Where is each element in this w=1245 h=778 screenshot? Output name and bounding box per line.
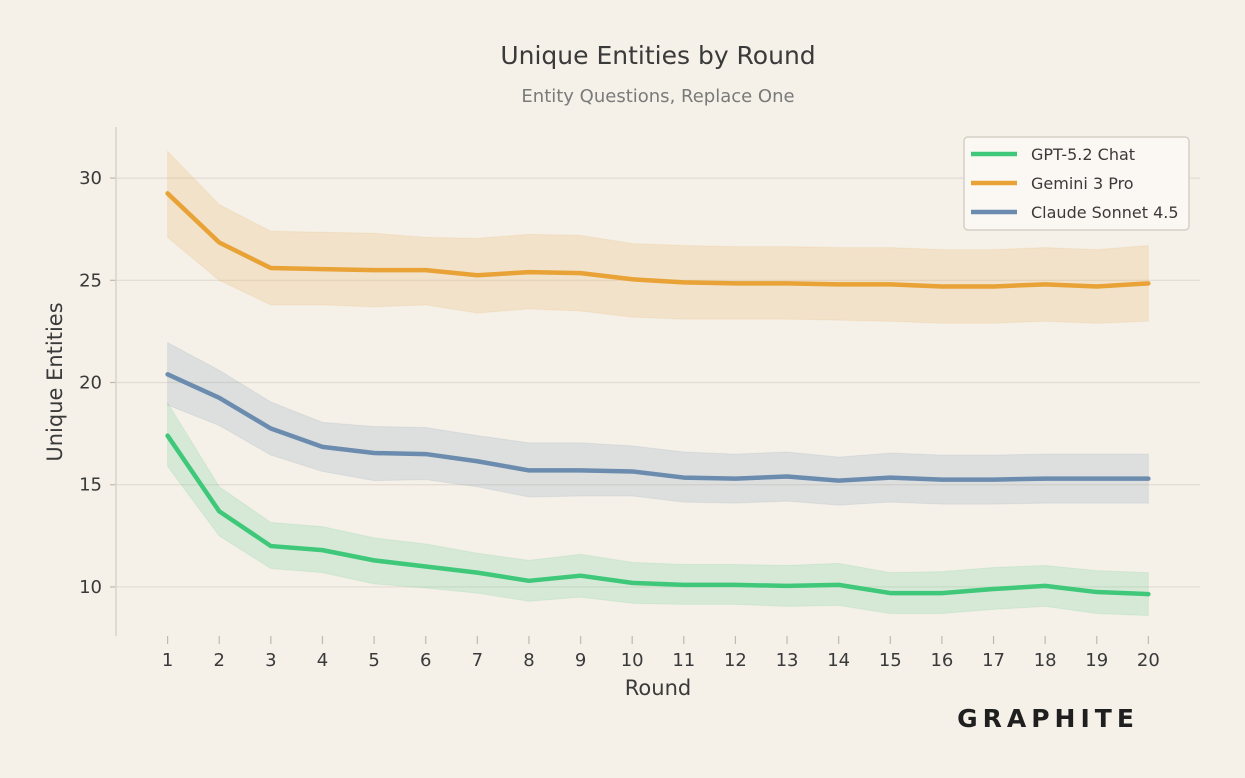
band-series-1 <box>167 150 1149 324</box>
series-lines <box>165 191 1151 597</box>
line-series-1 <box>165 191 1151 289</box>
x-tick-label: 1 <box>162 650 173 671</box>
x-tick-label: 10 <box>621 650 644 671</box>
legend-label-2: Claude Sonnet 4.5 <box>1031 203 1179 222</box>
x-tick-label: 13 <box>776 650 799 671</box>
y-tick-label: 30 <box>79 168 102 189</box>
legend-label-0: GPT-5.2 Chat <box>1031 145 1135 164</box>
line-series-0 <box>165 433 1151 597</box>
x-tick-label: 18 <box>1034 650 1057 671</box>
legend: GPT-5.2 Chat Gemini 3 Pro Claude Sonnet 4.… <box>963 136 1190 231</box>
y-tick-label: 15 <box>79 475 102 496</box>
x-tick-label: 3 <box>265 650 276 671</box>
x-tick-label: 16 <box>930 650 953 671</box>
legend-label-1: Gemini 3 Pro <box>1031 174 1134 193</box>
brand-logo: GRAPHITE <box>957 704 1139 733</box>
chart-subtitle: Entity Questions, Replace One <box>521 86 794 107</box>
x-tick-label: 6 <box>420 650 431 671</box>
x-tick-label: 15 <box>879 650 902 671</box>
x-tick-label: 11 <box>672 650 695 671</box>
y-axis-label: Unique Entities <box>43 302 67 461</box>
x-tick-label: 9 <box>575 650 586 671</box>
legend-box <box>963 136 1190 231</box>
line-series-2 <box>165 372 1151 483</box>
x-tick-label: 8 <box>523 650 534 671</box>
band-series-0 <box>167 401 1149 617</box>
axes <box>110 127 1149 644</box>
chart-title: Unique Entities by Round <box>500 41 815 70</box>
confidence-bands <box>167 150 1149 617</box>
x-tick-label: 7 <box>472 650 483 671</box>
x-tick-label: 17 <box>982 650 1005 671</box>
band-series-2 <box>167 341 1149 506</box>
y-tick-label: 25 <box>79 270 102 291</box>
x-tick-label: 20 <box>1137 650 1160 671</box>
x-tick-label: 12 <box>724 650 747 671</box>
x-tick-label: 14 <box>827 650 850 671</box>
x-axis-label: Round <box>625 676 691 700</box>
x-tick-label: 2 <box>214 650 225 671</box>
x-tick-label: 4 <box>317 650 328 671</box>
y-tick-label: 20 <box>79 373 102 394</box>
x-tick-label: 19 <box>1085 650 1108 671</box>
y-tick-label: 10 <box>79 577 102 598</box>
x-tick-label: 5 <box>368 650 379 671</box>
